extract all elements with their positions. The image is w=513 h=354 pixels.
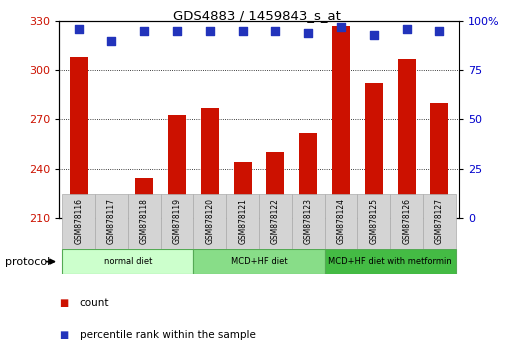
Text: GSM878124: GSM878124 [337,198,346,244]
Point [304,30,312,36]
Text: GSM878119: GSM878119 [172,198,182,244]
Point [370,32,378,38]
Point [403,26,411,32]
Bar [332,26,350,218]
Point [173,28,181,34]
Bar [70,57,88,218]
Text: GSM878123: GSM878123 [304,198,313,244]
Point [140,28,148,34]
Point [107,38,115,44]
Bar [365,84,383,218]
Bar [95,194,128,249]
Text: percentile rank within the sample: percentile rank within the sample [80,330,255,339]
Text: ■: ■ [59,298,68,308]
Text: GSM878126: GSM878126 [402,198,411,244]
Text: GSM878116: GSM878116 [74,198,83,244]
Bar [325,194,358,249]
Point [74,26,83,32]
Point [271,28,280,34]
Bar [266,152,285,218]
Bar [62,194,95,249]
Bar [430,103,448,218]
Bar [226,194,259,249]
Text: GSM878127: GSM878127 [435,198,444,244]
Text: normal diet: normal diet [104,257,152,266]
Text: GSM878122: GSM878122 [271,198,280,244]
Bar [193,194,226,249]
Bar [390,194,423,249]
Text: GSM878121: GSM878121 [238,198,247,244]
Bar [358,194,390,249]
Point [239,28,247,34]
Text: GSM878118: GSM878118 [140,198,149,244]
Bar [161,194,193,249]
Bar [233,162,252,218]
Bar [103,206,121,218]
Bar [193,249,325,274]
Point [337,24,345,30]
Text: GSM878120: GSM878120 [205,198,214,244]
Bar [398,59,416,218]
Text: protocol: protocol [5,257,50,267]
Bar [128,194,161,249]
Point [436,28,444,34]
Bar [325,249,456,274]
Bar [423,194,456,249]
Bar [201,108,219,218]
Text: ■: ■ [59,330,68,339]
Bar [292,194,325,249]
Text: GSM878117: GSM878117 [107,198,116,244]
Text: GSM878125: GSM878125 [369,198,379,244]
Bar [135,178,153,218]
Text: MCD+HF diet with metformin: MCD+HF diet with metformin [328,257,452,266]
Bar [299,132,317,218]
Text: GDS4883 / 1459843_s_at: GDS4883 / 1459843_s_at [172,9,341,22]
Bar [168,115,186,218]
Text: MCD+HF diet: MCD+HF diet [231,257,287,266]
Text: count: count [80,298,109,308]
Point [206,28,214,34]
Bar [259,194,292,249]
Bar [62,249,193,274]
